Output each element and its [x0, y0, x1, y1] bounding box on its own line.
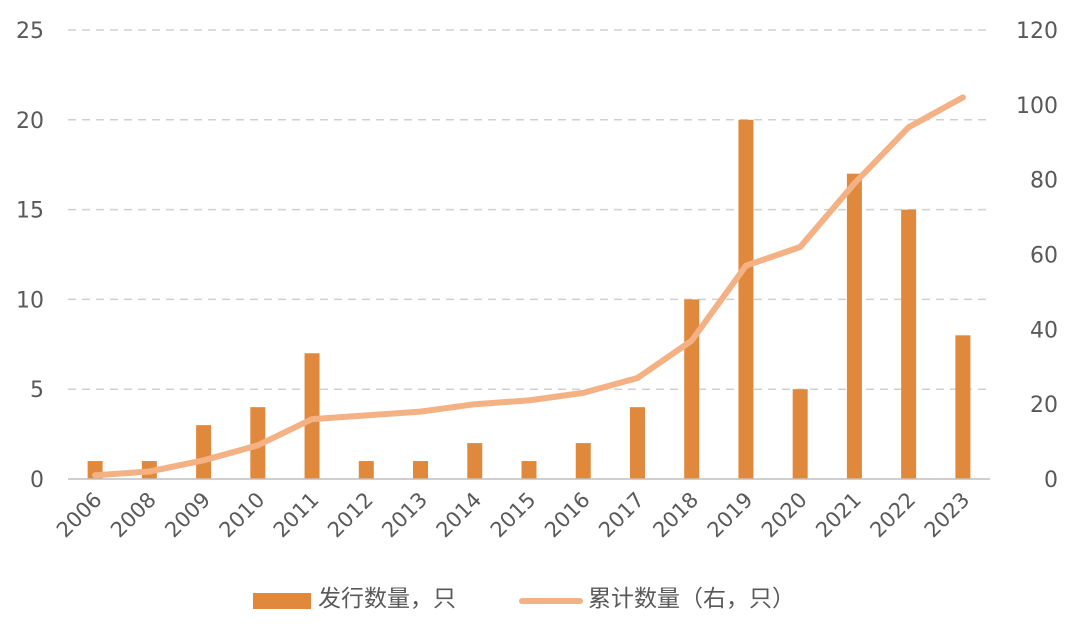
y-left-tick-label: 0 — [30, 468, 44, 493]
bar — [901, 209, 917, 479]
line-series — [92, 94, 966, 479]
x-tick-label: 2010 — [215, 488, 270, 543]
bar — [413, 461, 429, 479]
x-tick-label: 2016 — [540, 488, 595, 543]
x-tick-label: 2006 — [52, 488, 107, 543]
x-tick-label: 2014 — [432, 488, 487, 543]
y-right-tick-label: 20 — [1030, 393, 1058, 418]
y-right-tick-label: 80 — [1030, 169, 1058, 194]
legend-line-label: 累计数量（右，只） — [588, 586, 795, 612]
y-right-tick-label: 0 — [1044, 468, 1058, 493]
x-tick-label: 2008 — [106, 488, 161, 543]
x-tick-label: 2017 — [594, 488, 649, 543]
bar — [792, 389, 808, 479]
bar — [196, 425, 212, 479]
bar — [955, 335, 971, 479]
bar — [575, 443, 591, 479]
y-left-tick-label: 10 — [16, 288, 44, 313]
x-tick-label: 2013 — [377, 488, 432, 543]
bar — [521, 461, 537, 479]
y-left-tick-label: 25 — [16, 19, 44, 44]
y-left-tick-label: 20 — [16, 109, 44, 134]
x-tick-label: 2022 — [865, 488, 920, 543]
bar — [684, 299, 700, 479]
cumulative-line — [92, 94, 966, 479]
bar — [358, 461, 374, 479]
y-right-tick-label: 100 — [1016, 94, 1058, 119]
legend: 发行数量，只 累计数量（右，只） — [253, 586, 795, 612]
bar-series — [87, 119, 971, 480]
x-tick-label: 2015 — [486, 488, 541, 543]
y-right-tick-label: 40 — [1030, 318, 1058, 343]
x-tick-label: 2009 — [160, 488, 215, 543]
bar — [629, 407, 645, 479]
legend-bar-swatch — [253, 593, 311, 609]
y-left-tick-label: 15 — [16, 199, 44, 224]
x-tick-label: 2018 — [648, 488, 703, 543]
y-right-tick-label: 60 — [1030, 244, 1058, 269]
x-tick-label: 2020 — [757, 488, 812, 543]
x-tick-label: 2011 — [269, 488, 324, 543]
bar — [738, 119, 754, 480]
x-tick-label: 2023 — [920, 488, 975, 543]
x-tick-label: 2019 — [703, 488, 758, 543]
x-tick-label: 2012 — [323, 488, 378, 543]
y-right-tick-label: 120 — [1016, 19, 1058, 44]
legend-bar-label: 发行数量，只 — [318, 586, 456, 612]
bar — [846, 173, 862, 479]
x-tick-label: 2021 — [811, 488, 866, 543]
y-left-tick-label: 5 — [30, 378, 44, 403]
bar — [467, 443, 483, 479]
